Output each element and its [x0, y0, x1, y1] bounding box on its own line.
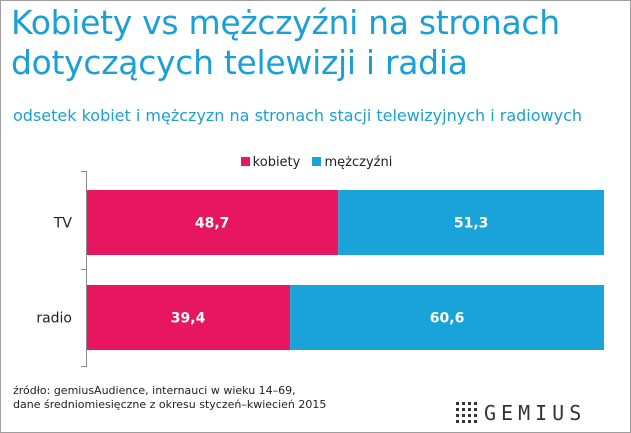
logo-wordmark: GEMIUS — [484, 401, 587, 425]
logo-dot — [456, 420, 459, 423]
logo-dot — [462, 402, 465, 405]
logo-dot — [474, 408, 477, 411]
bar-radio-kobiety — [86, 285, 291, 350]
gemius-logo: GEMIUS — [456, 400, 626, 426]
source-line-2: dane średniomiesięczne z okresu styczeń–… — [13, 398, 327, 411]
bar-chart: 48,7 51,3 TV 39,4 60,6 radio — [36, 171, 604, 367]
logo-dot — [468, 414, 471, 417]
title-line-2: dotyczących telewizji i radia — [11, 43, 468, 82]
logo-dot — [456, 402, 459, 405]
category-label-TV: TV — [53, 216, 73, 232]
title-line-1: Kobiety vs mężczyźni na stronach — [11, 3, 560, 42]
chart-subtitle: odsetek kobiet i mężczyzn na stronach st… — [13, 106, 583, 125]
logo-dot — [474, 414, 477, 417]
logo-dot — [468, 420, 471, 423]
legend-entry-kobiety: kobiety — [240, 155, 301, 171]
chart-title: Kobiety vs mężczyźni na stronach dotyczą… — [11, 3, 626, 83]
logo-dot — [462, 420, 465, 423]
bar-TV-mezczyzni — [338, 190, 604, 255]
logo-dot — [456, 408, 459, 411]
source-note: źródło: gemiusAudience, internauci w wie… — [13, 384, 326, 412]
legend-entry-mezczyzni: mężczyźni — [312, 155, 392, 171]
logo-dots-icon — [456, 402, 478, 424]
data-label-TV-mezczyzni: 51,3 — [454, 216, 489, 232]
bar-TV-kobiety — [86, 190, 339, 255]
logo-dot — [474, 402, 477, 405]
category-label-radio: radio — [36, 311, 72, 327]
legend-swatch-kobiety — [240, 157, 250, 166]
bar-radio-mezczyzni — [290, 285, 604, 350]
logo-dot — [456, 414, 459, 417]
logo-dot — [462, 414, 465, 417]
logo-dot — [474, 420, 477, 423]
logo-dot — [468, 402, 471, 405]
data-label-radio-kobiety: 39,4 — [171, 311, 206, 327]
legend: kobiety mężczyźni — [1, 155, 631, 171]
legend-label-mezczyzni: mężczyźni — [324, 155, 393, 170]
data-label-radio-mezczyzni: 60,6 — [430, 311, 465, 327]
logo-dot — [468, 408, 471, 411]
data-label-TV-kobiety: 48,7 — [195, 216, 230, 232]
legend-swatch-mezczyzni — [312, 157, 322, 166]
logo-dot — [462, 408, 465, 411]
source-line-1: źródło: gemiusAudience, internauci w wie… — [13, 384, 296, 397]
legend-label-kobiety: kobiety — [252, 155, 301, 170]
